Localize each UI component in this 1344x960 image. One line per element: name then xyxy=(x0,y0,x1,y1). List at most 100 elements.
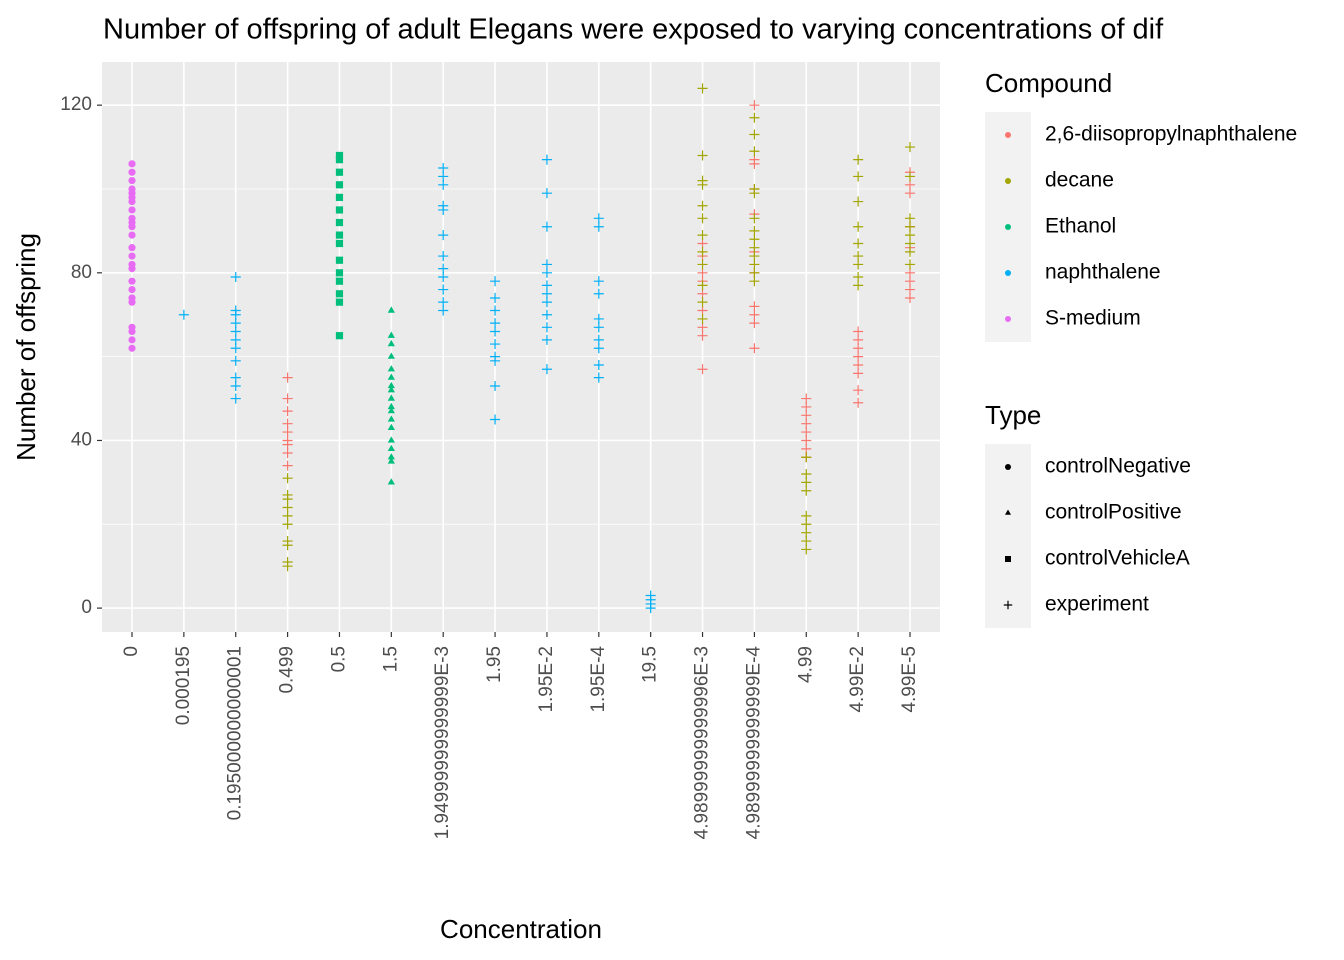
point xyxy=(282,473,293,484)
point xyxy=(387,478,395,485)
point xyxy=(387,394,395,401)
x-tick-label: 1.95 xyxy=(484,646,505,683)
point xyxy=(697,200,708,211)
point xyxy=(438,284,449,295)
legend-key xyxy=(1005,132,1011,138)
x-tick-label: 0.499 xyxy=(277,646,298,694)
point xyxy=(853,238,864,249)
x-axis-label: Concentration xyxy=(440,914,602,944)
point xyxy=(282,489,293,500)
point xyxy=(853,397,864,408)
point xyxy=(697,280,708,291)
legend-label: naphthalene xyxy=(1045,261,1161,284)
legend-key xyxy=(1003,600,1013,610)
point xyxy=(749,100,760,111)
x-tick-label: 4.99E-2 xyxy=(847,646,868,713)
point xyxy=(128,168,136,176)
y-tick-label: 80 xyxy=(71,262,92,283)
point xyxy=(801,510,812,521)
point xyxy=(904,213,916,224)
point xyxy=(490,276,501,287)
legend-label: Ethanol xyxy=(1045,215,1116,238)
point xyxy=(128,344,136,352)
point xyxy=(490,305,501,316)
legend-label: controlPositive xyxy=(1045,501,1182,524)
point xyxy=(438,263,449,274)
point xyxy=(387,306,395,313)
legend-key xyxy=(1005,556,1011,562)
point xyxy=(335,151,344,160)
point xyxy=(853,385,864,396)
legend-title: Compound xyxy=(985,68,1112,98)
point xyxy=(593,213,604,224)
x-tick-label: 4.98999999999996E-3 xyxy=(692,646,713,839)
point xyxy=(490,380,501,392)
point xyxy=(490,292,501,304)
point xyxy=(387,402,395,410)
point xyxy=(335,193,344,201)
point xyxy=(128,206,136,214)
point xyxy=(490,351,501,362)
y-tick-label: 40 xyxy=(71,429,92,450)
point xyxy=(801,468,812,480)
point xyxy=(853,326,864,337)
point xyxy=(593,372,604,383)
point xyxy=(749,343,760,354)
legend-key xyxy=(1005,224,1011,230)
point xyxy=(387,415,395,422)
legend-label: S-medium xyxy=(1045,307,1141,330)
point xyxy=(697,259,708,270)
point xyxy=(128,294,136,302)
point xyxy=(387,381,395,389)
point xyxy=(128,185,136,193)
point xyxy=(387,331,395,338)
point xyxy=(335,206,344,214)
point xyxy=(387,406,395,414)
point xyxy=(853,251,864,262)
point xyxy=(387,453,395,460)
x-tick-label: 0 xyxy=(121,646,142,657)
y-tick-label: 120 xyxy=(60,94,92,115)
point xyxy=(387,339,395,347)
point xyxy=(387,444,395,452)
x-tick-label: 4.99E-5 xyxy=(899,646,920,713)
point xyxy=(904,142,916,153)
point xyxy=(541,221,552,232)
point xyxy=(438,297,449,308)
point xyxy=(282,406,293,417)
point xyxy=(853,196,864,207)
point xyxy=(335,269,344,277)
chart-title: Number of offspring of adult Elegans wer… xyxy=(103,14,1164,46)
point xyxy=(230,305,241,316)
point xyxy=(335,290,344,298)
point xyxy=(438,230,449,241)
point xyxy=(230,372,241,383)
point xyxy=(593,276,604,287)
legend-key xyxy=(1005,178,1011,184)
point xyxy=(593,359,604,371)
point xyxy=(178,309,189,320)
point xyxy=(541,280,552,291)
point xyxy=(749,112,760,123)
point xyxy=(749,225,760,236)
point xyxy=(697,313,708,324)
point xyxy=(541,188,552,199)
point xyxy=(541,154,552,165)
y-tick-label: 0 xyxy=(81,597,92,618)
point xyxy=(853,271,864,283)
point xyxy=(697,83,708,94)
point xyxy=(282,418,293,429)
point xyxy=(749,213,760,224)
point xyxy=(128,277,136,285)
point xyxy=(541,364,552,375)
point xyxy=(230,271,241,283)
point xyxy=(387,457,395,464)
point xyxy=(697,175,708,186)
point xyxy=(282,393,293,404)
point xyxy=(387,423,395,431)
point xyxy=(128,160,136,168)
x-tick-label: 0.195000000000001 xyxy=(225,646,246,820)
point xyxy=(853,171,864,182)
legend-label: decane xyxy=(1045,169,1114,192)
